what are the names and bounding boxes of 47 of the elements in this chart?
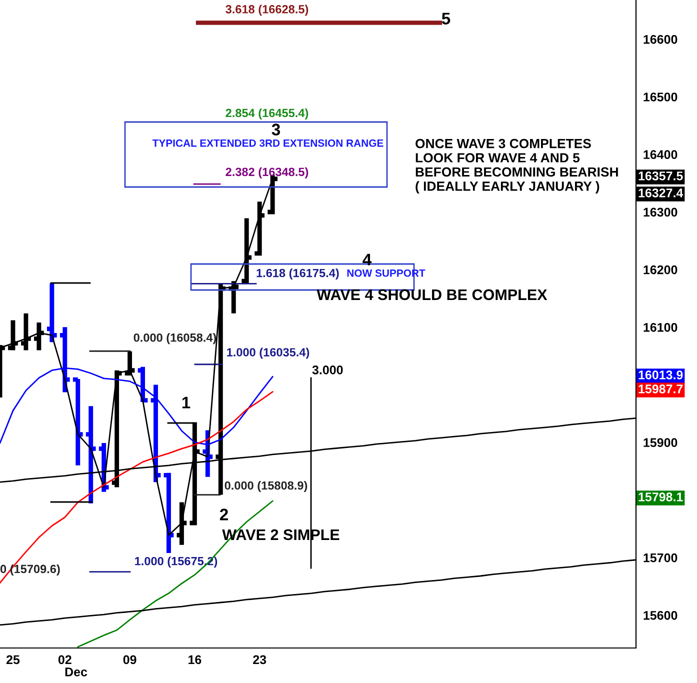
- candlestick: [252, 199, 267, 258]
- x-tick-label: 16: [188, 655, 202, 664]
- annotation: 4: [362, 254, 372, 266]
- annotation: 1: [182, 396, 190, 408]
- annotation: 3.000: [312, 366, 343, 374]
- ref-line-label: 1.618 (16175.4): [256, 268, 339, 280]
- candlestick: [239, 216, 254, 284]
- y-tick-label: 15600: [644, 610, 678, 620]
- annotation: 5: [442, 12, 450, 24]
- annotation: TYPICAL EXTENDED 3RD EXTENSION RANGE: [152, 139, 384, 147]
- ref-line-label: 1.000 (16035.4): [227, 348, 310, 359]
- annotation: 3: [272, 124, 280, 136]
- annotation: ONCE WAVE 3 COMPLETES LOOK FOR WAVE 4 AND 5 BEFORE BECOMNING BEARISH ( IDEALLY EARLY JANUARY ): [416, 138, 618, 194]
- annotation: 2.854 (16455.4): [226, 108, 308, 120]
- y-tick-label: 16200: [644, 265, 678, 274]
- annotation: WAVE 4 SHOULD BE COMPLEX: [316, 289, 548, 300]
- y-tick-label: 16500: [644, 92, 678, 102]
- ref-line-label: 3.618 (16628.5): [226, 4, 308, 16]
- ref-line-label: 0.000 (15808.9): [224, 481, 308, 492]
- candlestick: [70, 376, 86, 468]
- x-tick-label: 25: [6, 655, 20, 664]
- y-tick-label: 16400: [644, 150, 678, 160]
- annotation: 0 (15709.6): [0, 564, 60, 576]
- candlestick: [32, 320, 46, 352]
- annotation: 2: [220, 508, 228, 520]
- y-tick-label: 16600: [644, 34, 678, 44]
- candlestick: [122, 349, 137, 376]
- candlestick: [6, 318, 20, 352]
- ref-line-label: 2.382 (16348.5): [226, 167, 308, 178]
- candlestick: [226, 278, 241, 316]
- text: 15987.7: [638, 384, 683, 394]
- candlestick: [18, 311, 34, 352]
- y-tick-label: 15900: [644, 438, 678, 448]
- x-tick-label: 02: [58, 655, 72, 664]
- candlestick: [162, 470, 176, 556]
- x-tick-label: 23: [253, 655, 266, 664]
- text: 16357.5: [638, 172, 683, 180]
- candlestick: [44, 281, 60, 344]
- text: 16327.4: [638, 188, 684, 198]
- y-tick-label: 16100: [644, 322, 678, 332]
- y-tick-label: 15700: [644, 553, 678, 562]
- x-tick-label: 09: [123, 655, 136, 664]
- text: 15798.1: [638, 492, 683, 502]
- y-tick-label: 16300: [644, 208, 678, 217]
- candlestick: [84, 404, 98, 506]
- text: 16013.9: [638, 370, 683, 380]
- text: Dec: [65, 668, 88, 676]
